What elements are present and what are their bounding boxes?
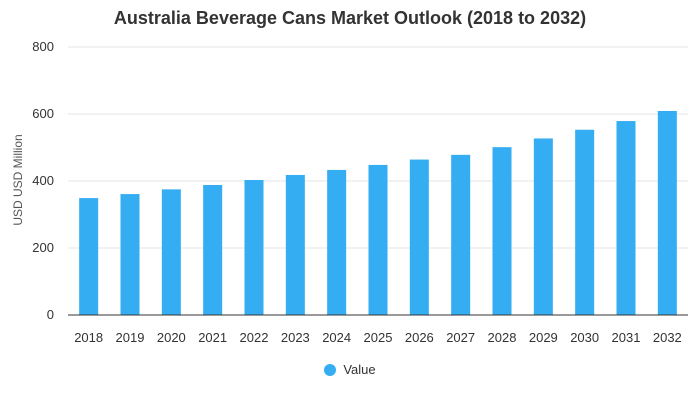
x-tick-label: 2030 [570,330,599,345]
bar-2026 [409,159,429,315]
bars [79,110,677,315]
bar-2030 [575,129,595,315]
x-tick-label: 2031 [612,330,641,345]
x-tick-label: 2026 [405,330,434,345]
y-axis-ticks: 0 200 400 600 800 [32,39,54,322]
y-tick-label: 800 [32,39,54,54]
bar-2019 [120,194,140,315]
y-tick-label: 400 [32,173,54,188]
bar-2025 [368,164,388,315]
bar-2024 [327,169,347,315]
bar-2023 [285,174,305,315]
bar-2031 [616,121,636,315]
legend: Value [0,362,700,377]
x-tick-label: 2022 [240,330,269,345]
x-axis-ticks: 2018 2019 2020 2021 2022 2023 2024 2025 2026 2027… [74,330,682,345]
x-tick-label: 2018 [74,330,103,345]
bar-2027 [451,154,471,315]
y-tick-label: 200 [32,240,54,255]
bar-2020 [161,189,181,315]
y-tick-label: 600 [32,106,54,121]
x-tick-label: 2025 [364,330,393,345]
x-tick-label: 2019 [116,330,145,345]
legend-swatch [324,363,337,376]
bar-2022 [244,179,264,315]
chart-title: Australia Beverage Cans Market Outlook (… [113,8,587,28]
bar-2032 [657,110,677,315]
x-tick-label: 2020 [157,330,186,345]
x-tick-label: 2028 [488,330,517,345]
bar-2018 [79,198,99,315]
x-tick-label: 2029 [529,330,558,345]
y-axis-title: USD USD Million [11,134,25,225]
bar-2021 [203,185,223,315]
bar-2029 [533,138,553,315]
bar-2028 [492,147,512,315]
x-tick-label: 2021 [198,330,227,345]
x-tick-label: 2032 [653,330,682,345]
x-tick-label: 2024 [322,330,351,345]
x-tick-label: 2027 [446,330,475,345]
legend-label: Value [343,362,376,377]
x-tick-label: 2023 [281,330,310,345]
y-tick-label: 0 [47,307,54,322]
